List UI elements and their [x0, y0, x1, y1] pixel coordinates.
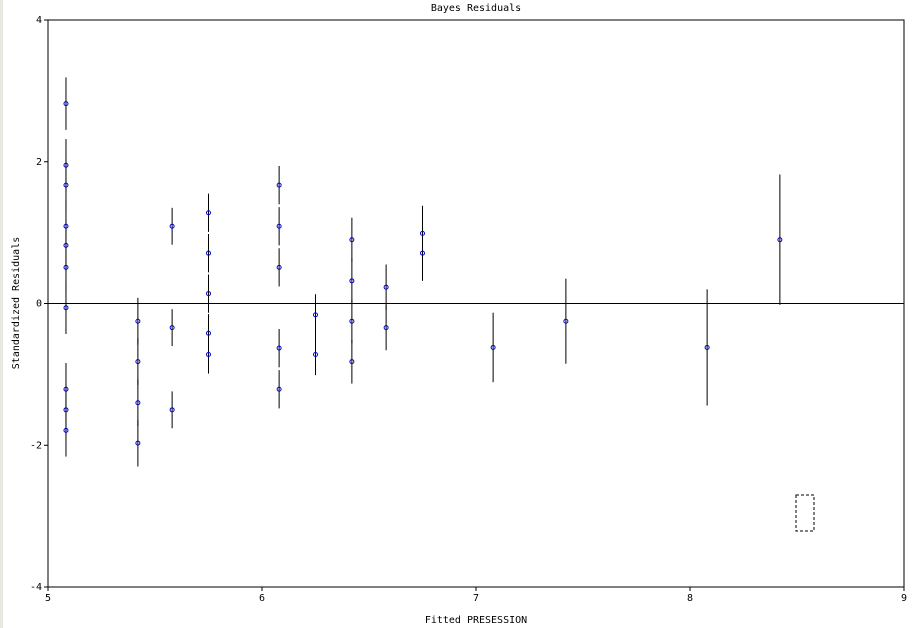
point	[563, 318, 569, 324]
point	[63, 223, 69, 229]
point	[349, 237, 355, 243]
point	[135, 359, 141, 365]
point	[276, 386, 282, 392]
y-axis-label: Standardized Residuals	[11, 237, 22, 369]
window-edge	[0, 0, 3, 628]
y-tick-label: 2	[36, 157, 42, 168]
point	[383, 325, 389, 331]
point	[704, 344, 710, 350]
x-tick-label: 5	[45, 593, 51, 604]
y-tick-label: -4	[30, 582, 42, 593]
point	[349, 318, 355, 324]
x-tick-label: 8	[687, 593, 693, 604]
point	[169, 407, 175, 413]
x-axis-label: Fitted PRESESSION	[425, 615, 527, 626]
point	[313, 312, 318, 318]
point	[63, 407, 69, 413]
x-tick-label: 7	[473, 593, 479, 604]
point	[169, 223, 175, 229]
point	[63, 305, 69, 311]
point	[276, 264, 282, 270]
point	[383, 284, 389, 290]
point	[63, 427, 69, 433]
point	[206, 250, 211, 256]
point	[206, 210, 211, 216]
point	[135, 400, 141, 406]
point	[349, 359, 355, 365]
point	[63, 264, 69, 270]
y-tick-label: 4	[36, 15, 42, 26]
point	[420, 230, 425, 236]
point	[276, 182, 282, 188]
point	[313, 352, 318, 358]
y-tick-label: -2	[30, 440, 42, 451]
point	[206, 330, 211, 336]
point	[169, 325, 175, 331]
y-tick-label: 0	[36, 299, 42, 310]
point	[777, 237, 783, 243]
point	[63, 182, 69, 188]
x-tick-label: 9	[901, 593, 907, 604]
legend-box	[795, 494, 815, 532]
point	[63, 242, 69, 248]
point	[63, 386, 69, 392]
x-tick-label: 6	[259, 593, 265, 604]
point	[490, 344, 496, 350]
point	[206, 291, 211, 297]
point	[420, 250, 425, 256]
point	[135, 440, 141, 446]
chart-title: Bayes Residuals	[431, 3, 521, 14]
point	[276, 223, 282, 229]
point	[349, 278, 355, 284]
point	[206, 352, 211, 358]
point	[63, 162, 69, 168]
point	[276, 345, 282, 351]
point	[135, 318, 141, 324]
point	[63, 101, 69, 107]
